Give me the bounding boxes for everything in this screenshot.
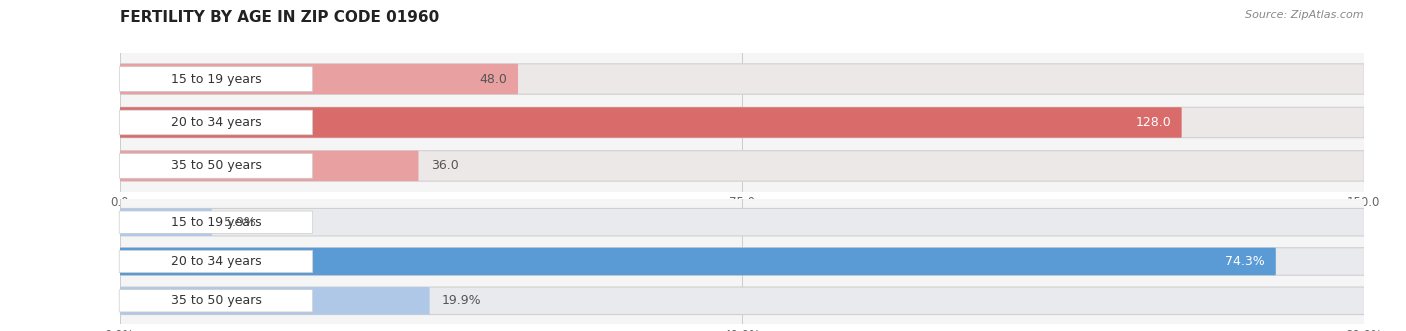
FancyBboxPatch shape <box>120 110 312 135</box>
Text: 5.9%: 5.9% <box>224 216 256 229</box>
Text: 35 to 50 years: 35 to 50 years <box>170 294 262 307</box>
Text: 15 to 19 years: 15 to 19 years <box>170 72 262 85</box>
FancyBboxPatch shape <box>120 107 1181 138</box>
FancyBboxPatch shape <box>120 287 1364 314</box>
FancyBboxPatch shape <box>120 154 312 178</box>
Text: FERTILITY BY AGE IN ZIP CODE 01960: FERTILITY BY AGE IN ZIP CODE 01960 <box>120 10 439 25</box>
Text: Source: ZipAtlas.com: Source: ZipAtlas.com <box>1246 10 1364 20</box>
FancyBboxPatch shape <box>120 248 1364 275</box>
FancyBboxPatch shape <box>120 287 430 314</box>
Text: 20 to 34 years: 20 to 34 years <box>170 255 262 268</box>
FancyBboxPatch shape <box>120 151 419 181</box>
FancyBboxPatch shape <box>120 250 312 273</box>
Text: 128.0: 128.0 <box>1136 116 1171 129</box>
FancyBboxPatch shape <box>120 64 1364 94</box>
FancyBboxPatch shape <box>120 248 1275 275</box>
FancyBboxPatch shape <box>120 290 312 312</box>
FancyBboxPatch shape <box>120 209 1364 236</box>
Text: 48.0: 48.0 <box>479 72 508 85</box>
FancyBboxPatch shape <box>120 211 312 233</box>
Text: 36.0: 36.0 <box>430 160 458 172</box>
FancyBboxPatch shape <box>120 209 212 236</box>
Text: 74.3%: 74.3% <box>1226 255 1265 268</box>
Text: 35 to 50 years: 35 to 50 years <box>170 160 262 172</box>
FancyBboxPatch shape <box>120 64 517 94</box>
Text: 15 to 19 years: 15 to 19 years <box>170 216 262 229</box>
FancyBboxPatch shape <box>120 151 1364 181</box>
Text: 20 to 34 years: 20 to 34 years <box>170 116 262 129</box>
Text: 19.9%: 19.9% <box>441 294 481 307</box>
FancyBboxPatch shape <box>120 107 1364 138</box>
FancyBboxPatch shape <box>120 67 312 91</box>
